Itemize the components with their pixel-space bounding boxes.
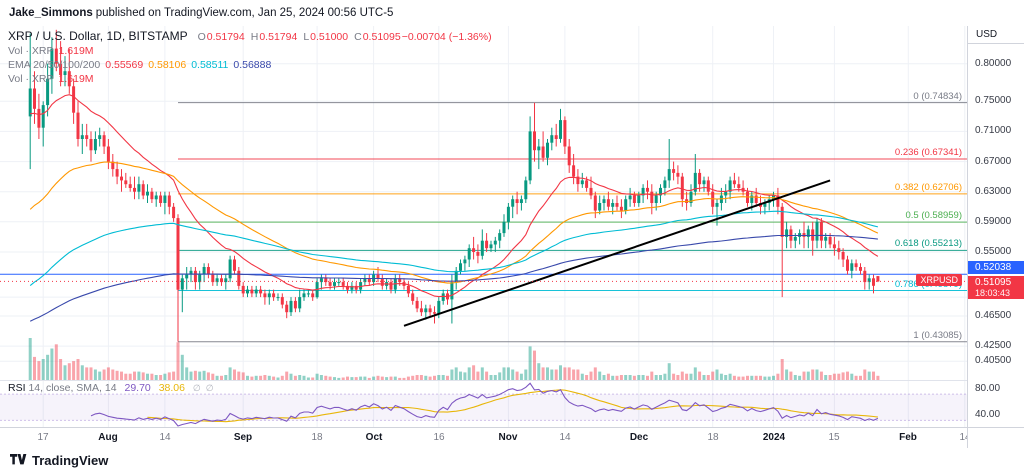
attribution-text: published on TradingView.com, Jan 25, 20… xyxy=(95,7,394,19)
time-axis-label: 16 xyxy=(433,432,445,443)
price-axis-label: 0.42500 xyxy=(975,340,1012,351)
price-axis-label: 0.71000 xyxy=(975,125,1012,136)
ema200-value: 0.56888 xyxy=(233,59,272,71)
price-axis-label: 0.67000 xyxy=(975,156,1012,167)
time-axis-label: 18 xyxy=(311,432,323,443)
author-name[interactable]: Jake_Simmons xyxy=(9,7,93,19)
currency-label: USD xyxy=(976,29,998,40)
bar-countdown: 18:03:43 xyxy=(975,288,1011,298)
tradingview-logo-text: TradingView xyxy=(32,452,109,468)
ema-legend-row[interactable]: EMA 20/50/100/200 0.55569 0.58106 0.58511 0.… xyxy=(8,57,492,71)
fib-level-label: 0.618 (0.55213) xyxy=(894,238,962,249)
candlesticks xyxy=(28,29,880,342)
price-axis-label: 0.46500 xyxy=(975,310,1012,321)
high-value: 0.51794 xyxy=(259,31,298,43)
volume-label: Vol · XRP xyxy=(8,45,54,57)
rsi-grid-lines xyxy=(42,381,966,427)
time-axis-label: 2024 xyxy=(762,432,786,443)
price-axis-label: 0.63000 xyxy=(975,186,1012,197)
ema50-value: 0.58106 xyxy=(148,59,187,71)
last-price-badge: 0.51095 18:03:43 xyxy=(968,276,1024,299)
time-axis-label: Dec xyxy=(629,432,649,443)
time-axis-label: 14 xyxy=(959,432,971,443)
tradingview-logo[interactable]: TradingView xyxy=(10,453,108,468)
ema-20-line xyxy=(30,94,879,298)
close-label: C xyxy=(354,31,362,43)
fib-level-label: 0.382 (0.62706) xyxy=(894,182,962,193)
low-label: L xyxy=(303,31,310,43)
open-value: 0.51794 xyxy=(206,31,245,43)
time-axis-label: 14 xyxy=(559,432,571,443)
volume-value-2: 1.619M xyxy=(58,73,94,85)
open-label: O xyxy=(197,31,206,43)
rsi-label: RSI xyxy=(8,382,26,394)
attribution-bar: Jake_Simmons published on TradingView.co… xyxy=(0,0,1024,26)
time-axis-label: 18 xyxy=(707,432,719,443)
price-axis-label: 0.59000 xyxy=(975,216,1012,227)
symbol-legend-row[interactable]: XRP / U.S. Dollar, 1D, BITSTAMP O0.51794 H… xyxy=(8,29,492,43)
volume-value: 1.619M xyxy=(58,45,94,57)
currency-cell: USD xyxy=(968,26,1024,44)
ema100-value: 0.58511 xyxy=(191,59,229,71)
price-line-symbol-tag: XRPUSD xyxy=(916,274,962,286)
last-price-value: 0.51095 xyxy=(975,277,1012,288)
time-axis-label: Nov xyxy=(498,432,518,443)
price-axis[interactable]: USD 0.52038 0.51095 18:03:43 0.80000 0.75… xyxy=(967,26,1024,448)
price-chart-pane[interactable]: XRP / U.S. Dollar, 1D, BITSTAMP O0.51794 H… xyxy=(0,26,967,381)
footer-bar: TradingView xyxy=(0,448,1024,472)
ema20-value: 0.55569 xyxy=(105,59,144,71)
high-label: H xyxy=(250,31,259,43)
time-axis-label: Aug xyxy=(98,432,118,443)
price-axis-label: 0.40500 xyxy=(975,355,1012,366)
price-axis-label: 0.75000 xyxy=(975,95,1012,106)
price-axis-label: 0.80000 xyxy=(975,58,1012,69)
time-axis-label: 17 xyxy=(37,432,49,443)
axis-corner-separator xyxy=(967,427,1024,428)
fib-level-label: 0 (0.74834) xyxy=(913,91,962,102)
low-value: 0.51000 xyxy=(310,31,349,43)
rsi-ma-line xyxy=(147,389,878,423)
time-axis-label: Sep xyxy=(233,432,253,443)
change-value: −0.00704 (−1.36%) xyxy=(401,31,492,43)
price-axis-label: 0.55000 xyxy=(975,246,1012,257)
trendline[interactable] xyxy=(403,179,831,327)
rsi-axis-label: 40.00 xyxy=(975,409,1001,420)
rsi-canvas[interactable] xyxy=(0,381,967,427)
ema-label: EMA 20/50/100/200 xyxy=(8,59,101,71)
rsi-band xyxy=(0,394,967,421)
time-axis-label: 15 xyxy=(828,432,840,443)
tradingview-logo-icon xyxy=(10,453,27,464)
rsi-value: 29.70 xyxy=(124,382,151,394)
time-axis-label: Feb xyxy=(899,432,917,443)
ema-50-line xyxy=(29,161,879,284)
time-axis-label: 14 xyxy=(159,432,171,443)
fib-level-label: 0.236 (0.67341) xyxy=(894,147,962,158)
time-axis-label: Oct xyxy=(365,432,383,443)
price-chart-canvas[interactable] xyxy=(0,26,967,380)
symbol-title[interactable]: XRP / U.S. Dollar, 1D, BITSTAMP xyxy=(8,29,188,43)
fib-retracement[interactable] xyxy=(178,102,967,343)
fib-level-label: 1 (0.43085) xyxy=(913,330,962,341)
rsi-axis-label: 80.00 xyxy=(975,383,1001,394)
rsi-settings-icon[interactable]: ∅ xyxy=(205,383,214,393)
time-axis[interactable]: 17 Aug 14 Sep 18 Oct 16 Nov 14 Dec 18 2024 15 Feb 14 xyxy=(0,427,971,448)
fib-level-label: 0.5 (0.58959) xyxy=(905,210,962,221)
close-value: 0.51095 xyxy=(362,31,401,43)
ema-200-line xyxy=(29,234,878,322)
volume-legend-row-2[interactable]: Vol · XRP 1.619M xyxy=(8,71,492,85)
rsi-legend[interactable]: RSI 14, close, SMA, 14 29.70 38.06 ∅ ∅ xyxy=(8,382,214,394)
volume-label-2: Vol · XRP xyxy=(8,73,54,85)
rsi-ma-value: 38.06 xyxy=(158,382,185,394)
indicator-legend: XRP / U.S. Dollar, 1D, BITSTAMP O0.51794 H… xyxy=(8,29,492,85)
volume-legend-row[interactable]: Vol · XRP 1.619M xyxy=(8,43,492,57)
rsi-params: 14, close, SMA, 14 xyxy=(28,382,117,394)
ema-100-line xyxy=(29,210,879,287)
volume-bars xyxy=(28,338,880,380)
rsi-pane[interactable]: RSI 14, close, SMA, 14 29.70 38.06 ∅ ∅ xyxy=(0,381,967,427)
rsi-line xyxy=(90,382,879,427)
rsi-hide-icon[interactable]: ∅ xyxy=(192,383,201,393)
blue-level-badge: 0.52038 xyxy=(968,261,1024,274)
